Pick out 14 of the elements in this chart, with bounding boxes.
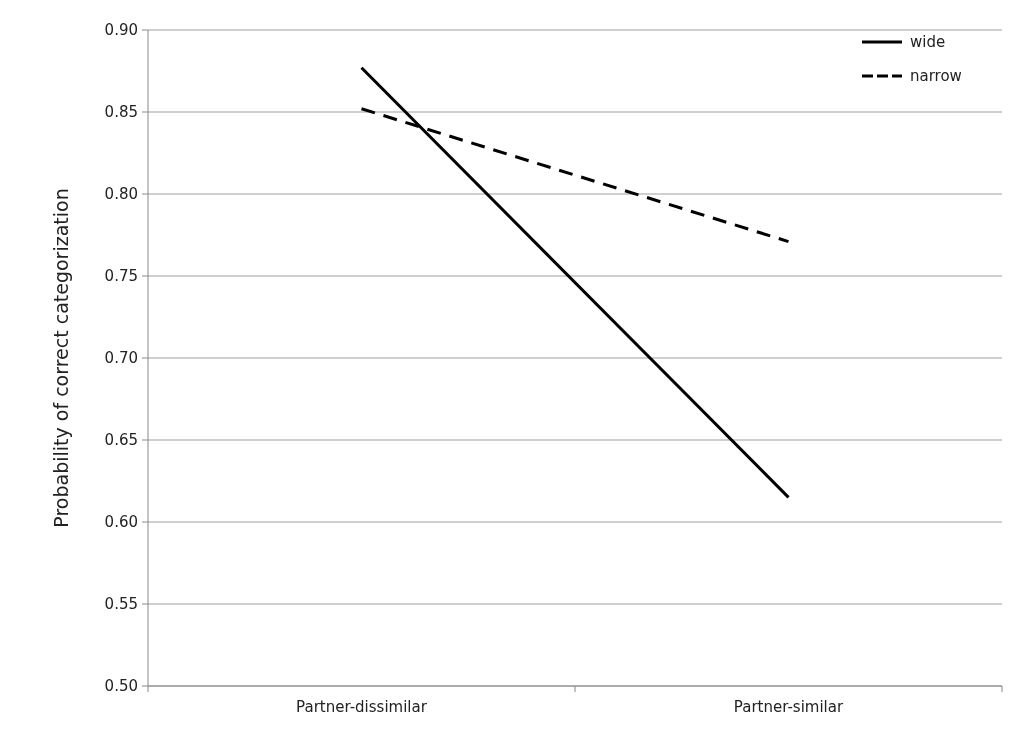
y-tick-label: 0.50 xyxy=(104,677,138,696)
y-tick-label: 0.60 xyxy=(104,513,138,532)
y-axis-title: Probability of correct categorization xyxy=(50,188,72,528)
y-tick-label: 0.75 xyxy=(104,267,138,286)
x-tick-label: Partner-similar xyxy=(733,698,844,716)
y-tick-label: 0.85 xyxy=(104,103,138,122)
x-tick-label: Partner-dissimilar xyxy=(296,698,428,716)
y-tick-label: 0.70 xyxy=(104,349,138,368)
y-tick-label: 0.65 xyxy=(104,431,138,450)
y-tick-label: 0.80 xyxy=(104,185,138,204)
legend-label: wide xyxy=(910,33,946,52)
y-tick-label: 0.90 xyxy=(104,21,138,40)
legend-label: narrow xyxy=(910,67,962,86)
y-tick-label: 0.55 xyxy=(104,595,138,614)
